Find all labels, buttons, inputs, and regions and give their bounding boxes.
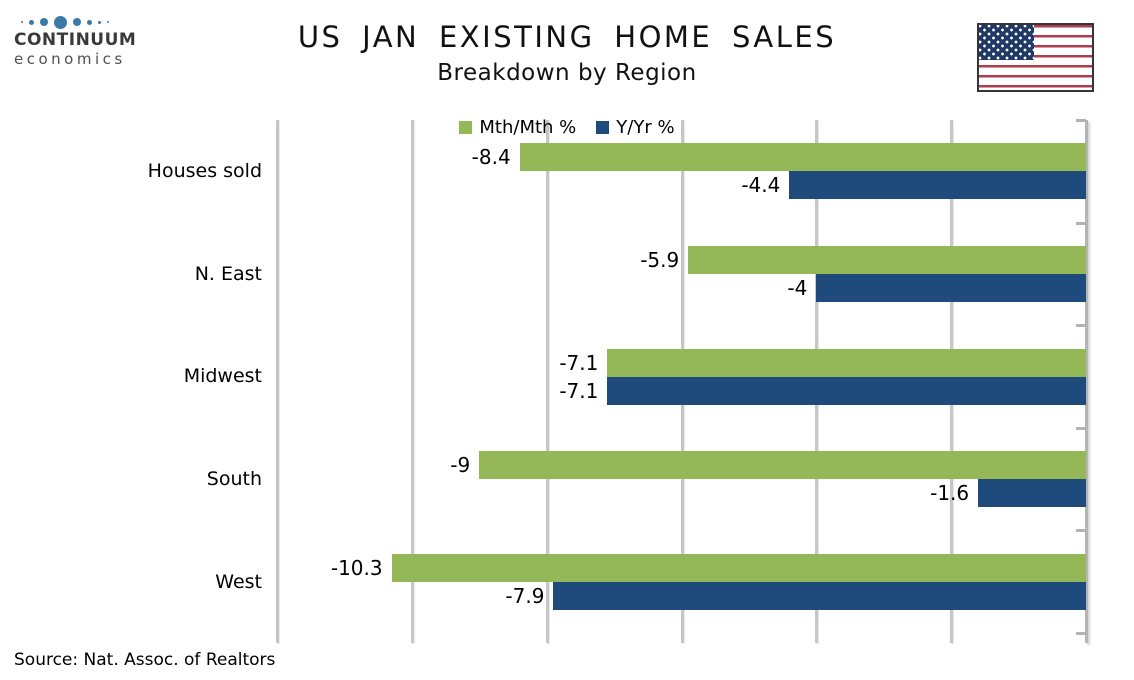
zero-axis-line: [1085, 120, 1088, 643]
us-flag-icon: [977, 23, 1094, 92]
chart-title: US JAN EXISTING HOME SALES: [297, 20, 837, 54]
bar-y-yr: -4.4: [741, 171, 1086, 200]
category-label: N. East: [194, 262, 262, 285]
continuum-dots-icon: [18, 13, 164, 31]
bar-value-label: -7.1: [559, 350, 599, 375]
category-label: Midwest: [183, 365, 262, 388]
legend-label: Y/Yr %: [616, 117, 675, 138]
bar-mth-mth: -10.3: [331, 553, 1086, 582]
bar-mth-mth: -7.1: [559, 348, 1086, 377]
bar-y-yr: -7.1: [559, 376, 1086, 405]
chart-subtitle: Breakdown by Region: [437, 60, 697, 86]
chart-legend: Mth/Mth % Y/Yr %: [0, 117, 1134, 138]
logo-name: CONTINUUM: [14, 30, 137, 50]
continuum-logo: CONTINUUM economics: [14, 13, 164, 68]
legend-swatch-icon: [459, 121, 473, 134]
gridline: [545, 120, 549, 643]
bar-value-label: -7.9: [505, 583, 545, 608]
legend-swatch-icon: [596, 121, 610, 134]
bar-y-yr: -4: [787, 273, 1086, 302]
gridline: [276, 120, 279, 643]
zero-axis-tick: [1076, 529, 1086, 533]
bar-value-label: -4: [787, 275, 808, 300]
bar-mth-mth: -8.4: [472, 143, 1086, 172]
bar-mth-mth: -5.9: [640, 245, 1086, 274]
bar-y-yr: -1.6: [930, 479, 1086, 508]
category-label: Houses sold: [147, 160, 262, 183]
bar-value-label: -10.3: [330, 555, 383, 580]
zero-axis-tick: [1076, 119, 1086, 122]
zero-axis-tick: [1076, 324, 1086, 328]
logo-subname: economics: [14, 49, 126, 68]
zero-axis-tick: [1076, 426, 1086, 430]
legend-item: Mth/Mth %: [459, 117, 576, 138]
bar-value-label: -1.6: [930, 481, 970, 506]
us-flag-canton: [979, 25, 1034, 60]
gridline: [410, 120, 414, 643]
legend-label: Mth/Mth %: [479, 117, 577, 138]
bar-mth-mth: -9: [450, 451, 1086, 480]
bar-value-label: -7.1: [559, 378, 599, 403]
category-axis-labels: Houses sold N. East Midwest South West: [0, 120, 262, 633]
legend-item: Y/Yr %: [596, 117, 675, 138]
bar-value-label: -8.4: [471, 145, 511, 170]
bar-y-yr: -7.9: [505, 581, 1086, 610]
source-note: Source: Nat. Assoc. of Realtors: [14, 650, 276, 670]
zero-axis-tick: [1076, 632, 1086, 635]
category-label: West: [215, 570, 262, 593]
plot-area: -8.4 -4.4 -5.9 -4 -7.1 -7.1 -9 -1.6 -10.3 -7.9: [276, 119, 1088, 643]
title-block: US JAN EXISTING HOME SALES Breakdown by …: [0, 20, 1134, 86]
category-label: South: [206, 468, 262, 491]
bar-value-label: -5.9: [640, 247, 680, 272]
bar-value-label: -4.4: [741, 173, 781, 198]
zero-axis-tick: [1076, 221, 1086, 225]
bar-value-label: -9: [450, 453, 471, 478]
